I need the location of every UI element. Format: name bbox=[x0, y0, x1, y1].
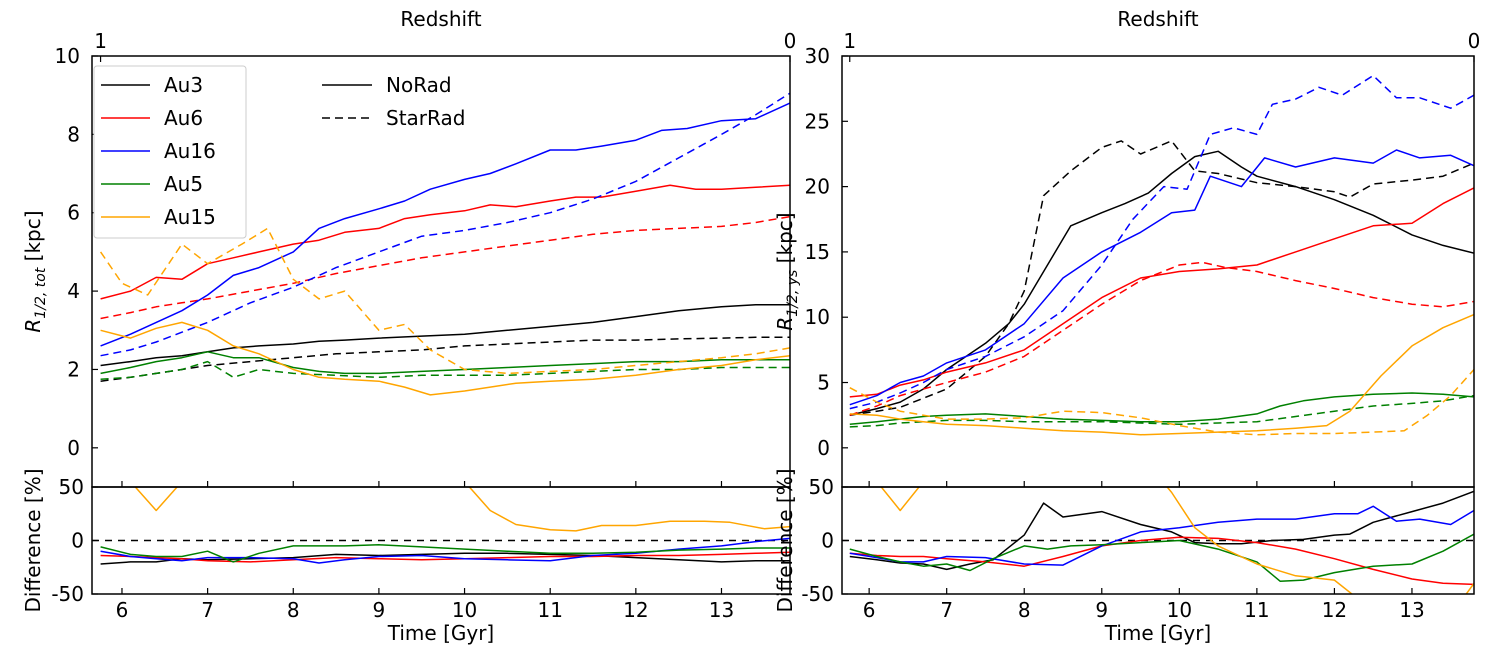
x-tick-label: 9 bbox=[373, 598, 386, 622]
series-line-au15-solid-difference bbox=[880, 487, 1474, 594]
series-line-au15-dashed bbox=[99, 227, 790, 375]
y-tick-label: 4 bbox=[67, 279, 80, 303]
difference-plot-lines bbox=[842, 487, 1474, 594]
x-tick-label: 13 bbox=[1399, 598, 1424, 622]
top-axis-title: Redshift bbox=[1117, 7, 1198, 31]
legend-label-au3: Au3 bbox=[164, 73, 203, 97]
diff-y-tick-label: -50 bbox=[51, 582, 84, 606]
x-tick-label: 13 bbox=[709, 598, 734, 622]
main-plot-lines bbox=[849, 74, 1474, 436]
difference-axis-title: Difference [%] bbox=[21, 468, 45, 612]
series-line-au3-dashed bbox=[849, 140, 1474, 416]
y-tick-label: 20 bbox=[805, 175, 830, 199]
series-line-au6-solid-difference bbox=[100, 551, 790, 563]
series-line-au6-dashed bbox=[100, 215, 790, 320]
redshift-tick-label: 0 bbox=[1468, 29, 1481, 53]
x-tick-label: 11 bbox=[1244, 598, 1269, 622]
series-line-au15-dashed bbox=[849, 369, 1474, 436]
redshift-tick-label: 1 bbox=[843, 29, 856, 53]
series-line-au3-solid bbox=[100, 304, 790, 367]
x-axis-title: Time [Gyr] bbox=[387, 621, 494, 645]
x-tick-label: 12 bbox=[623, 598, 648, 622]
series-line-au16-solid bbox=[849, 149, 1474, 406]
y-tick-label: 5 bbox=[817, 371, 830, 395]
y-tick-label: 8 bbox=[67, 122, 80, 146]
x-tick-label: 7 bbox=[201, 598, 214, 622]
legend-box bbox=[93, 65, 247, 239]
redshift-tick-label: 0 bbox=[784, 29, 797, 53]
series-line-au6-solid bbox=[849, 187, 1474, 398]
series-line-au5-dashed bbox=[849, 394, 1474, 428]
y-axis-title-subscript: 1/2, tot bbox=[33, 267, 49, 318]
legend-label-au16: Au16 bbox=[164, 139, 216, 163]
y-tick-label: 30 bbox=[805, 44, 830, 68]
x-tick-label: 10 bbox=[452, 598, 477, 622]
x-tick-label: 8 bbox=[287, 598, 300, 622]
diff-y-tick-label: -50 bbox=[801, 582, 834, 606]
y-axis-title: R1/2, ys [kpc] bbox=[773, 212, 801, 330]
y-tick-label: 25 bbox=[805, 109, 830, 133]
series-line-au15-solid bbox=[849, 313, 1474, 436]
y-axis-title-symbol: R bbox=[21, 319, 45, 333]
series-line-au6-solid-difference bbox=[849, 536, 1474, 586]
y-tick-label: 10 bbox=[55, 44, 80, 68]
legend: Au3 Au6 Au16 Au5 Au15 NoRad StarRad bbox=[93, 65, 465, 239]
difference-axis-title: Difference [%] bbox=[773, 468, 797, 612]
top-axis-title: Redshift bbox=[400, 7, 481, 31]
x-tick-label: 10 bbox=[1167, 598, 1192, 622]
series-line-au16-solid-difference bbox=[849, 505, 1474, 566]
y-axis-title-unit: [kpc] bbox=[21, 210, 45, 267]
y-tick-label: 6 bbox=[67, 201, 80, 225]
series-line-au16-solid bbox=[100, 102, 790, 347]
difference-plot-lines bbox=[92, 487, 790, 565]
series-line-au16-dashed bbox=[849, 74, 1474, 410]
x-tick-label: 6 bbox=[863, 598, 876, 622]
y-axis-title: R1/2, tot [kpc] bbox=[21, 210, 49, 332]
y-tick-label: 15 bbox=[805, 240, 830, 264]
series-line-au16-dashed bbox=[100, 92, 790, 357]
x-tick-label: 7 bbox=[940, 598, 953, 622]
x-tick-label: 8 bbox=[1018, 598, 1031, 622]
legend-label-starrad: StarRad bbox=[386, 106, 465, 130]
series-line-au5-solid-difference bbox=[100, 544, 790, 563]
x-tick-label: 11 bbox=[537, 598, 562, 622]
series-line-au3-solid-difference bbox=[849, 490, 1474, 571]
diff-y-tick-label: 0 bbox=[821, 529, 834, 553]
series-line-au5-solid bbox=[100, 351, 790, 375]
x-axis-title: Time [Gyr] bbox=[1104, 621, 1211, 645]
legend-label-au6: Au6 bbox=[164, 106, 203, 130]
y-tick-label: 10 bbox=[805, 305, 830, 329]
legend-label-au15: Au15 bbox=[164, 205, 216, 229]
y-axis-title-symbol: R bbox=[773, 317, 797, 331]
series-line-au5-solid-difference bbox=[849, 533, 1474, 582]
series-line-au5-dashed bbox=[100, 360, 790, 381]
legend-label-norad: NoRad bbox=[386, 73, 452, 97]
x-tick-label: 9 bbox=[1095, 598, 1108, 622]
y-tick-label: 0 bbox=[817, 436, 830, 460]
series-line-au15-solid-difference bbox=[134, 487, 790, 532]
diff-y-tick-label: 50 bbox=[59, 475, 84, 499]
y-axis-title-unit: [kpc] bbox=[773, 212, 797, 269]
x-tick-label: 12 bbox=[1322, 598, 1347, 622]
redshift-tick-label: 1 bbox=[94, 29, 107, 53]
series-line-au6-dashed bbox=[849, 261, 1474, 416]
y-axis-title-subscript: 1/2, ys bbox=[785, 270, 801, 317]
y-tick-label: 0 bbox=[67, 436, 80, 460]
y-tick-label: 2 bbox=[67, 357, 80, 381]
series-line-au5-solid bbox=[849, 392, 1474, 426]
series-line-au15-solid bbox=[100, 321, 790, 396]
diff-y-tick-label: 50 bbox=[809, 475, 834, 499]
main-plot-lines bbox=[99, 92, 790, 396]
legend-label-au5: Au5 bbox=[164, 172, 203, 196]
diff-y-tick-label: 0 bbox=[71, 529, 84, 553]
x-tick-label: 6 bbox=[116, 598, 129, 622]
